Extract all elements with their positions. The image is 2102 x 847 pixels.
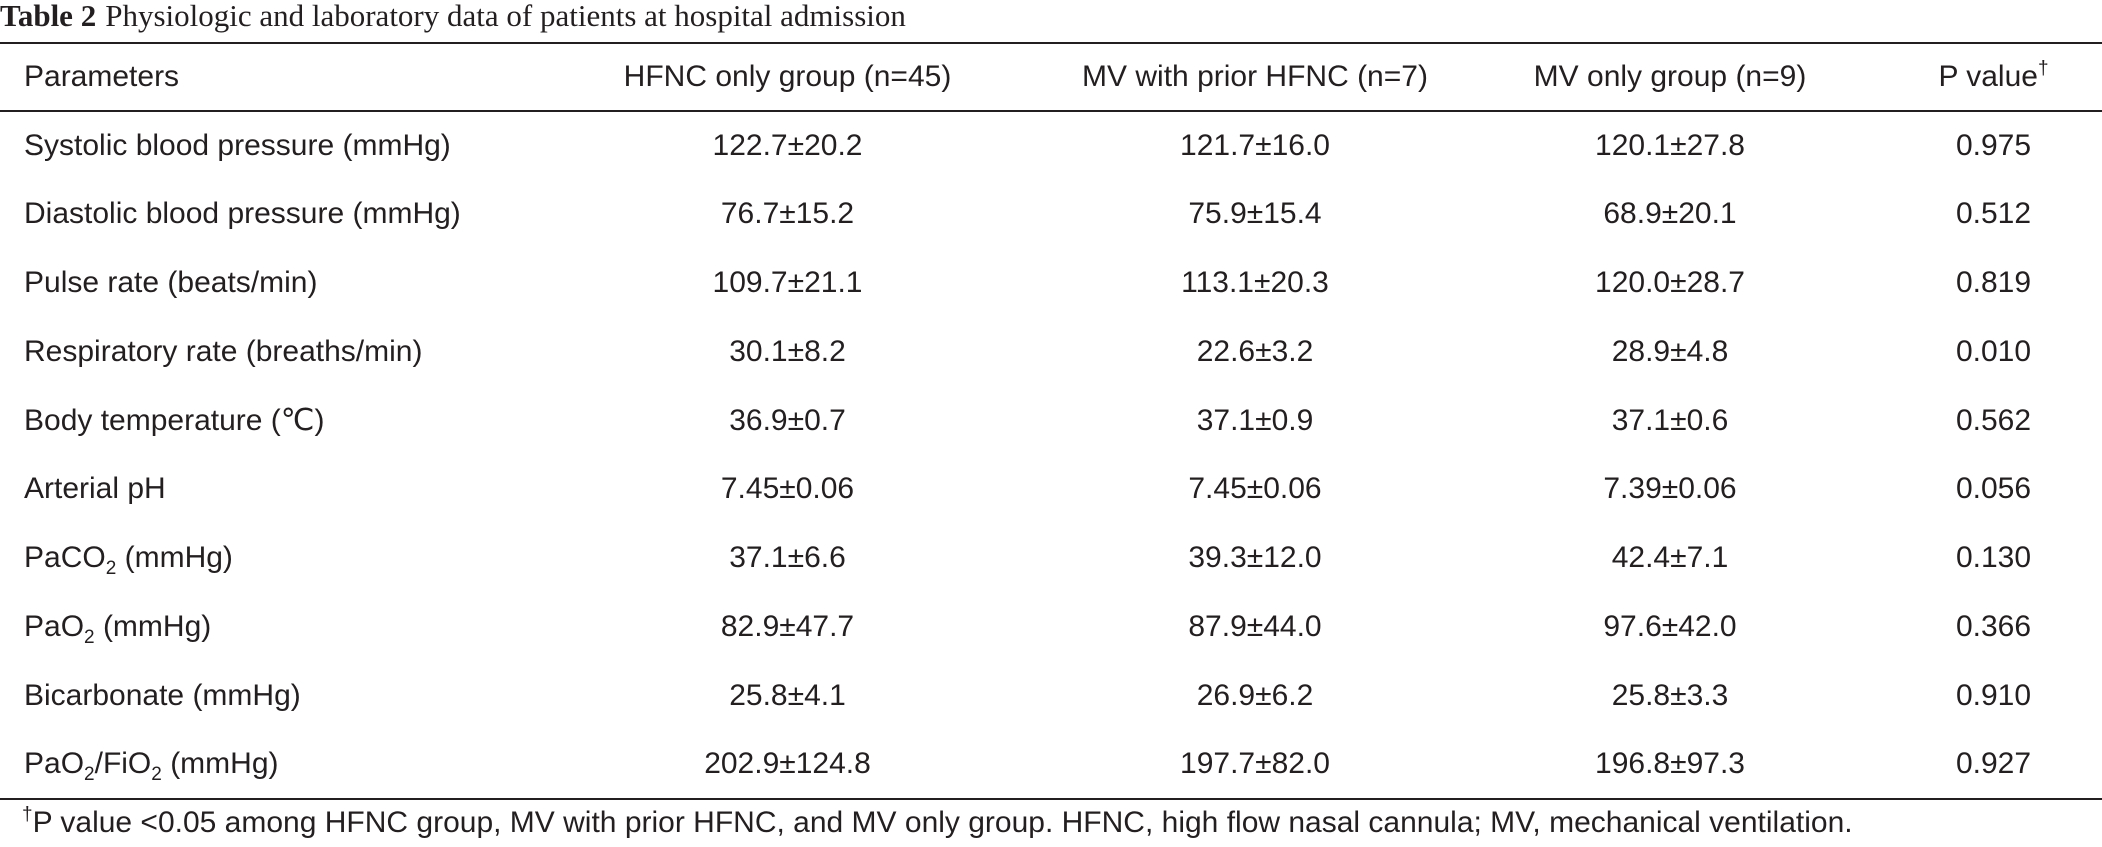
cell-mv-only-group: 25.8±3.3 [1611, 678, 1729, 712]
cell-mv-only-group: 42.4±7.1 [1611, 541, 1729, 575]
cell-mv-only-group: 37.1±0.6 [1611, 403, 1729, 437]
cell-mv-with-prior-hfnc: 22.6±3.2 [1196, 334, 1314, 368]
cell-mv-with-prior-hfnc: 121.7±16.0 [1180, 128, 1330, 162]
table-caption-text: Physiologic and laboratory data of patie… [105, 0, 906, 33]
cell-hfnc-only-group: 7.45±0.06 [720, 472, 855, 506]
header-p-value: P value† [1885, 43, 2102, 111]
table-row: Systolic blood pressure (mmHg) 122.7±20.2… [0, 111, 2102, 180]
cell-hfnc-only-group: 202.9±124.8 [704, 747, 871, 781]
cell-hfnc-only-group: 109.7±21.1 [712, 265, 863, 299]
data-table: Parameters HFNC only group (n=45) MV wit… [0, 42, 2102, 800]
cell-parameter: Pulse rate (beats/min) [24, 265, 318, 299]
cell-hfnc-only-group: 76.7±15.2 [720, 197, 855, 231]
parameter-text: (mmHg) [161, 747, 279, 781]
cell-p-value: 0.366 [1955, 609, 2032, 643]
cell-p-value: 0.975 [1955, 128, 2032, 162]
cell-mv-only-group: 120.1±27.8 [1595, 128, 1745, 162]
cell-mv-with-prior-hfnc: 7.45±0.06 [1188, 472, 1322, 506]
cell-mv-with-prior-hfnc: 197.7±82.0 [1180, 747, 1330, 781]
footnote-dagger: † [22, 804, 33, 825]
parameter-text: PaCO [24, 541, 106, 575]
cell-mv-only-group: 28.9±4.8 [1611, 334, 1729, 368]
table-row: Diastolic blood pressure (mmHg) 76.7±15.2… [0, 180, 2102, 249]
parameter-subscript: 2 [151, 764, 162, 786]
cell-parameter: PaO2 (mmHg) [0, 593, 520, 662]
table-row: PaO2 (mmHg) 82.9±47.7 87.9±44.0 97.6±42.0 0.… [0, 593, 2102, 662]
table-caption-label: Table 2 [0, 0, 97, 33]
header-parameters: Parameters [24, 60, 180, 93]
parameter-text: PaO [24, 609, 85, 643]
cell-hfnc-only-group: 122.7±20.2 [712, 128, 863, 162]
cell-p-value: 0.819 [1955, 265, 2032, 299]
cell-parameter: Body temperature (℃) [24, 404, 325, 438]
parameter-text: PaO [24, 747, 85, 781]
cell-hfnc-only-group: 37.1±6.6 [729, 541, 846, 575]
cell-hfnc-only-group: 36.9±0.7 [729, 403, 846, 437]
cell-p-value: 0.512 [1955, 197, 2032, 231]
table-row: Bicarbonate (mmHg) 25.8±4.1 26.9±6.2 25.8±3… [0, 661, 2102, 730]
table-row: Pulse rate (beats/min) 109.7±21.1 113.1±20… [0, 249, 2102, 318]
parameter-subscript: 2 [84, 626, 95, 648]
cell-hfnc-only-group: 25.8±4.1 [729, 678, 846, 712]
table-caption: Table 2 Physiologic and laboratory data o… [0, 0, 906, 40]
cell-p-value: 0.910 [1955, 678, 2032, 712]
cell-p-value: 0.927 [1955, 747, 2032, 781]
footnote-text: P value <0.05 among HFNC group, MV with … [32, 806, 1853, 839]
cell-parameter: PaO2/FiO2 (mmHg) [0, 730, 520, 799]
cell-parameter: Arterial pH [24, 472, 166, 506]
cell-p-value: 0.056 [1955, 472, 2032, 506]
cell-parameter: Bicarbonate (mmHg) [24, 678, 301, 712]
cell-mv-only-group: 120.0±28.7 [1595, 265, 1745, 299]
cell-mv-with-prior-hfnc: 113.1±20.3 [1181, 265, 1329, 299]
cell-p-value: 0.010 [1955, 334, 2032, 368]
parameter-subscript: 2 [105, 558, 117, 580]
cell-parameter: Diastolic blood pressure (mmHg) [24, 197, 461, 231]
header-p-value-dagger: † [2037, 58, 2049, 79]
cell-mv-only-group: 7.39±0.06 [1603, 472, 1737, 506]
cell-mv-with-prior-hfnc: 39.3±12.0 [1188, 541, 1322, 575]
parameter-subscript: 2 [84, 764, 95, 786]
table-row: Body temperature (℃) 36.9±0.7 37.1±0.9 37.1… [0, 386, 2102, 455]
cell-mv-only-group: 68.9±20.1 [1603, 197, 1737, 231]
parameter-text: (mmHg) [116, 541, 233, 575]
parameter-text: /FiO [94, 747, 152, 781]
table-body: Systolic blood pressure (mmHg) 122.7±20.2… [0, 111, 2102, 799]
cell-mv-only-group: 196.8±97.3 [1595, 747, 1745, 781]
cell-parameter: Systolic blood pressure (mmHg) [24, 128, 451, 162]
cell-mv-with-prior-hfnc: 87.9±44.0 [1188, 609, 1322, 643]
cell-p-value: 0.562 [1955, 403, 2032, 437]
table-row: PaCO2 (mmHg) 37.1±6.6 39.3±12.0 42.4±7.1 0.1… [0, 524, 2102, 593]
header-p-value-label: P value [1938, 60, 2038, 93]
cell-hfnc-only-group: 82.9±47.7 [720, 609, 855, 643]
cell-mv-only-group: 97.6±42.0 [1603, 609, 1737, 643]
cell-mv-with-prior-hfnc: 75.9±15.4 [1188, 197, 1322, 231]
cell-mv-with-prior-hfnc: 26.9±6.2 [1196, 678, 1314, 712]
table-footnote: †P value <0.05 among HFNC group, MV with… [22, 801, 1853, 845]
table-row: PaO2/FiO2 (mmHg) 202.9±124.8 197.7±82.0 196… [0, 730, 2102, 799]
table-header-row: Parameters HFNC only group (n=45) MV wit… [0, 43, 2102, 111]
cell-parameter: Respiratory rate (breaths/min) [24, 334, 423, 368]
header-mv-only-group: MV only group (n=9) [1533, 60, 1807, 93]
cell-parameter: PaCO2 (mmHg) [0, 524, 520, 593]
table-row: Respiratory rate (breaths/min) 30.1±8.2 22… [0, 317, 2102, 386]
cell-hfnc-only-group: 30.1±8.2 [729, 334, 846, 368]
header-hfnc-only-group: HFNC only group (n=45) [623, 60, 952, 93]
header-mv-with-prior-hfnc: MV with prior HFNC (n=7) [1082, 60, 1428, 93]
cell-p-value: 0.130 [1955, 541, 2032, 575]
parameter-text: (mmHg) [94, 609, 212, 643]
cell-mv-with-prior-hfnc: 37.1±0.9 [1196, 403, 1314, 437]
table-row: Arterial pH 7.45±0.06 7.45±0.06 7.39±0.06 0.… [0, 455, 2102, 524]
